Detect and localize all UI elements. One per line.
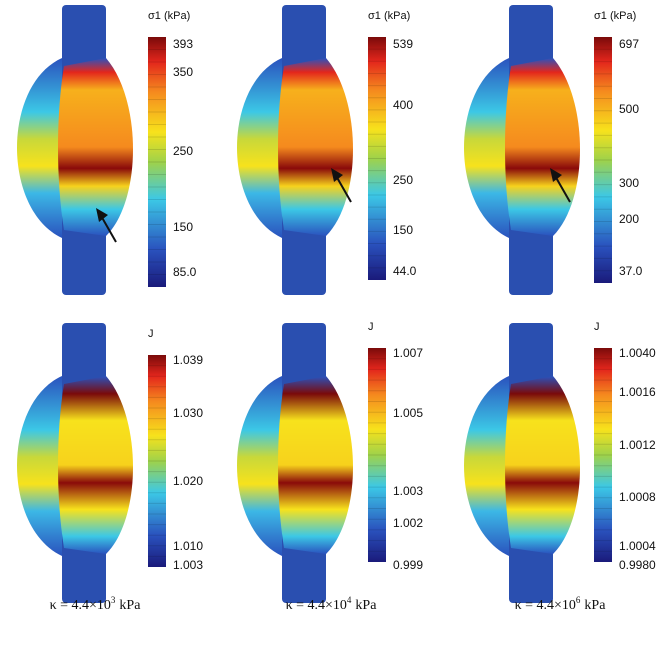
caption: κ = 4.4×103 kPa: [50, 595, 142, 613]
colorbar-title: σ1 (kPa): [368, 10, 410, 22]
colorbar-title: σ1 (kPa): [594, 10, 636, 22]
colorbar-tick-label: 150: [173, 220, 193, 234]
colorbar-tick-label: 1.005: [393, 406, 423, 420]
vessel-face: [505, 58, 580, 236]
caption-text: κ = 4.4×10: [286, 598, 347, 613]
colorbar-tick-label: 1.002: [393, 516, 423, 530]
panel: [237, 5, 353, 295]
vessel-face: [58, 376, 133, 554]
colorbar-tick-label: 1.020: [173, 474, 203, 488]
colorbar-tick-label: 1.007: [393, 346, 423, 360]
colorbar-title: J: [594, 321, 600, 333]
colorbar: [148, 37, 166, 287]
panel: [237, 323, 353, 603]
caption-unit: kPa: [119, 598, 141, 613]
colorbar-tick-label: 1.003: [393, 484, 423, 498]
vessel-back: [464, 58, 509, 238]
caption: κ = 4.4×106 kPa: [515, 595, 607, 613]
colorbar: [594, 348, 612, 562]
vessel-back: [237, 376, 282, 556]
colorbar: [368, 37, 386, 280]
arrow-head: [550, 168, 562, 182]
colorbar-tick-label: 1.0040: [619, 346, 656, 360]
colorbar-tick-label: 1.0008: [619, 490, 656, 504]
colorbar-tick-label: 1.010: [173, 539, 203, 553]
colorbar-tick-label: 0.999: [393, 558, 423, 572]
colorbar-tick-label: 400: [393, 98, 413, 112]
colorbar-tick-label: 250: [393, 173, 413, 187]
caption-unit: kPa: [355, 598, 377, 613]
colorbar: [594, 37, 612, 283]
colorbar-tick-label: 1.0012: [619, 438, 656, 452]
caption-unit: kPa: [584, 598, 606, 613]
caption: κ = 4.4×104 kPa: [286, 595, 378, 613]
caption-text: κ = 4.4×10: [50, 598, 111, 613]
vessel-back: [237, 58, 282, 238]
vessel-back: [17, 376, 62, 556]
colorbar-tick-label: 44.0: [393, 264, 417, 278]
colorbar-tick-label: 85.0: [173, 265, 197, 279]
colorbar-tick-label: 697: [619, 37, 639, 51]
colorbar: [148, 355, 166, 567]
colorbar-tick-label: 1.003: [173, 558, 203, 572]
panel: [17, 323, 133, 603]
panel: [464, 5, 580, 295]
colorbar-tick-label: 200: [619, 212, 639, 226]
colorbar-title: J: [368, 321, 374, 333]
colorbar-title: J: [148, 328, 154, 340]
vessel-face: [278, 58, 353, 236]
colorbar-tick-label: 37.0: [619, 264, 643, 278]
caption-exponent: 3: [111, 595, 116, 605]
colorbar-tick-label: 539: [393, 37, 413, 51]
vessel-face: [505, 376, 580, 554]
colorbar-tick-label: 1.0004: [619, 539, 656, 553]
colorbar-tick-label: 1.039: [173, 353, 203, 367]
colorbar-tick-label: 150: [393, 223, 413, 237]
colorbar-tick-label: 250: [173, 144, 193, 158]
colorbar-tick-label: 1.0016: [619, 385, 656, 399]
colorbar-tick-label: 300: [619, 176, 639, 190]
colorbar-tick-label: 500: [619, 102, 639, 116]
arrow-head: [331, 168, 343, 182]
vessel-face: [278, 376, 353, 554]
colorbar-tick-label: 393: [173, 37, 193, 51]
colorbar-tick-label: 0.9980: [619, 558, 656, 572]
caption-exponent: 4: [347, 595, 352, 605]
caption-text: κ = 4.4×10: [515, 598, 576, 613]
colorbar-tick-label: 1.030: [173, 406, 203, 420]
vessel-back: [464, 376, 509, 556]
vessel-face: [58, 58, 133, 236]
colorbar-title: σ1 (kPa): [148, 10, 190, 22]
caption-exponent: 6: [576, 595, 581, 605]
panel: [464, 323, 580, 603]
arrow-head: [96, 208, 108, 222]
colorbar: [368, 348, 386, 562]
panel: [17, 5, 133, 295]
colorbar-tick-label: 350: [173, 65, 193, 79]
vessel-back: [17, 58, 62, 238]
